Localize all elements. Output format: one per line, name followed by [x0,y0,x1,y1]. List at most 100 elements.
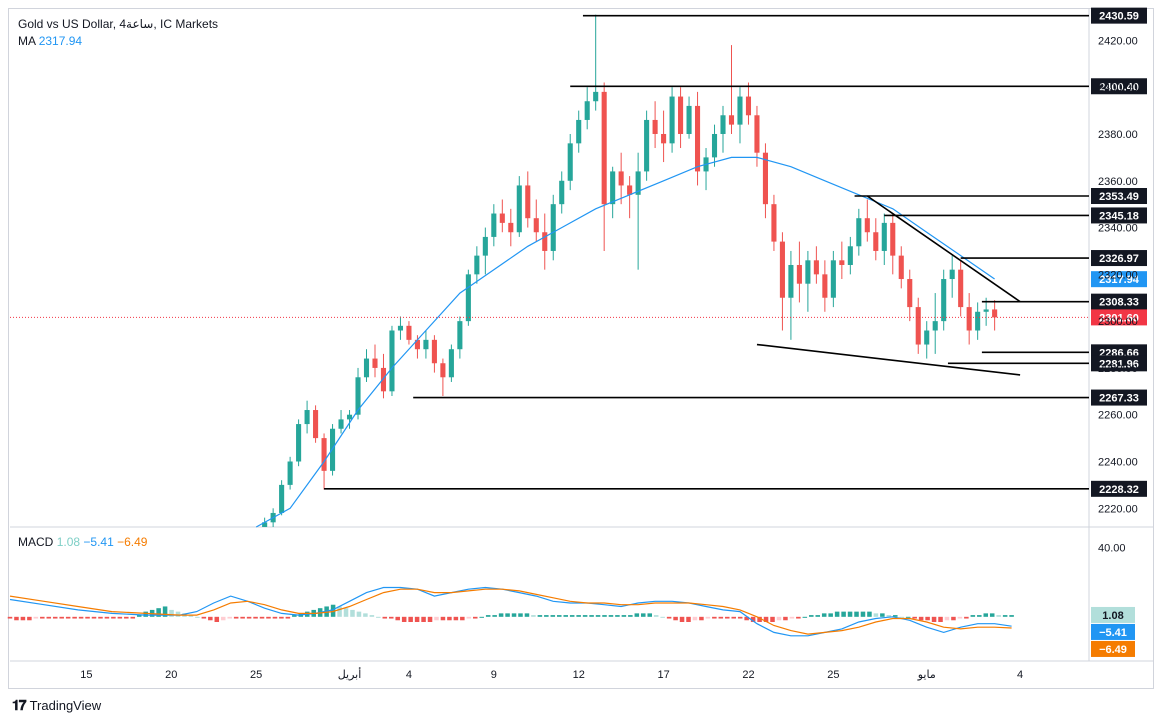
candle [932,293,938,354]
candle [839,241,845,280]
macd-hist-bar [569,615,575,617]
macd-hist-bar [46,616,52,619]
candle-body [372,358,378,368]
candle-body [813,260,819,275]
macd-hist-bar [996,615,1001,617]
candle-body [457,321,463,350]
time-tick-label: 17 [657,669,669,681]
macd-hist-bar [912,616,917,619]
macd-hist-bar [905,616,911,618]
time-tick-label: 25 [827,669,839,681]
macd-hist-bar [98,616,103,619]
macd-hist-bar [20,616,26,621]
level-tag-bg [1091,480,1147,497]
macd-hist-bar [330,604,336,617]
macd-legend[interactable]: MACD 1.08 −5.41 −6.49 [18,534,147,551]
candle-body [431,339,437,364]
macd-tag-label: −6.49 [1099,644,1127,656]
symbol-legend[interactable]: Gold vs US Dollar, 4ساعة, IC Markets MA … [18,16,218,50]
candle [788,250,794,340]
time-tick-label: أبريل [338,667,362,681]
candle [304,400,310,434]
macd-hist-bar [253,616,258,619]
level-tag-bg [1091,355,1147,372]
candle [703,148,709,191]
candle [745,82,752,125]
candle-body [694,105,701,172]
candle-body [465,274,471,322]
macd-hist-bar [169,609,174,617]
candle-body [958,269,964,308]
level-tag-bg [1091,293,1147,310]
macd-hist-bar [737,616,743,619]
macd-hist-bar [660,616,665,618]
level-price-tag: 2430.59 [1091,7,1147,24]
macd-hist-bar [240,616,245,619]
candle-body [516,185,522,233]
candle [678,87,684,149]
macd-hist-bar [117,616,123,619]
candle-body [389,330,395,392]
ma-tag-label: 2317.94 [1099,274,1140,286]
candle-body [363,358,370,378]
macd-hist-bar [744,616,749,621]
macd-pane: 1.08 −5.41 −6.49 [7,586,1135,657]
macd-hist-bar [136,615,142,617]
macd-tag-label: −5.41 [1099,627,1127,639]
candle-body [304,410,310,425]
macd-hist-bar [925,616,930,621]
candle-body [576,119,582,144]
macd-hist-bar [731,616,737,619]
candle [423,330,429,359]
candle-body [330,428,336,471]
macd-hist-bar [970,615,976,617]
candle [652,101,658,149]
candle [338,410,344,434]
candle [958,260,964,317]
price-tick-label: 2420.00 [1098,35,1138,47]
level-tag-label: 2281.96 [1099,358,1139,370]
candle [372,344,378,378]
last-price-tag-label: 2301.60 [1099,312,1139,324]
macd-hist-bar [208,616,213,621]
candle-body [745,96,752,116]
macd-label: MACD [18,535,54,549]
candle [720,105,726,153]
macd-hist-bar [72,616,77,619]
macd-hist-bar [763,616,769,622]
price-tick-label: 2220.00 [1098,503,1138,515]
ma-label: MA [18,34,36,48]
candle-body [491,213,497,237]
macd-hist-bar [802,616,808,618]
macd-hist-bar [27,616,32,621]
macd-hist-bar [376,616,381,618]
level-price-tag: 2308.33 [1091,293,1147,310]
candle [813,246,819,284]
macd-line-value: −5.41 [83,535,114,549]
macd-hist-bar [382,616,388,619]
candle-body [805,260,811,284]
macd-hist-bar [615,615,620,617]
macd-hist-bar [266,616,271,619]
candle-body [474,255,480,275]
candle-body [338,419,344,429]
candle [296,419,302,467]
macd-tag-bg [1091,640,1135,657]
candle [397,316,404,340]
macd-hist-bar [143,611,148,617]
candle-body [864,218,870,233]
candle-body [847,246,853,265]
macd-hist-bar [550,615,556,617]
candle [907,269,913,322]
macd-hist-bar [246,616,252,619]
candle [728,45,735,134]
macd-hist-bar [809,615,814,617]
candle [661,110,667,163]
candle [559,171,565,214]
footer[interactable]: 𝟏𝟕 TradingView [12,697,101,714]
candle-body [932,321,938,331]
macd-hist-bar [363,613,368,617]
macd-hist-bar [692,616,698,621]
macd-hist-bar [899,616,905,618]
